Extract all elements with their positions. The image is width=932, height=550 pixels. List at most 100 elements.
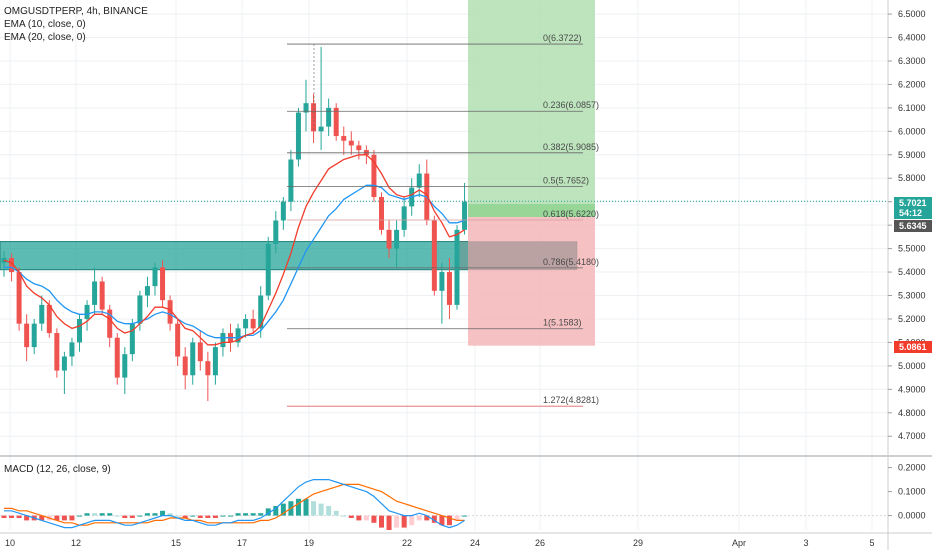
price-tag-level-a: 5.6345 (894, 220, 932, 232)
time-tick-label: 10 (5, 538, 15, 548)
macd-histogram-bar (190, 515, 196, 517)
macd-histogram-bar (333, 510, 339, 516)
candle-body (303, 103, 309, 113)
macd-histogram-bar (167, 513, 173, 516)
candle-body (356, 145, 362, 151)
price-tick-label: 5.4000 (898, 267, 926, 277)
macd-pane (0, 455, 932, 530)
time-tick-label: 17 (237, 538, 247, 548)
candle-body (318, 126, 324, 132)
candle-body (341, 136, 347, 141)
ema20-line (4, 184, 465, 339)
macd-histogram-bar (122, 515, 128, 518)
fib-label: 0.786(5.4180) (543, 257, 599, 267)
macd-histogram-bar (39, 515, 45, 521)
macd-histogram-bar (9, 515, 15, 518)
price-tag-current-value: 5.7021 (899, 198, 927, 208)
price-tick-label: 5.3000 (898, 291, 926, 301)
macd-histogram-bar (409, 515, 415, 526)
profit-zone (468, 0, 595, 218)
candle-body (46, 304, 52, 334)
candle-body (190, 342, 196, 376)
fib-label: 0.5(5.7652) (543, 175, 589, 185)
macd-histogram-bar (258, 513, 264, 516)
candle-body (394, 229, 400, 249)
macd-histogram-bar (341, 515, 347, 517)
macd-histogram-bar (265, 508, 271, 516)
candle-body (416, 173, 422, 188)
price-tick-label: 6.0000 (898, 126, 926, 136)
candle-body (84, 304, 90, 319)
profit-zone-filled (468, 204, 595, 218)
candle-body (39, 304, 45, 324)
macd-histogram-bar (439, 515, 445, 526)
macd-histogram-bar (228, 515, 233, 517)
macd-histogram-bar (212, 515, 218, 518)
macd-histogram-bar (220, 515, 226, 517)
time-tick-label: 3 (803, 538, 808, 548)
candle-body (288, 159, 294, 202)
price-tag-level-a-value: 5.6345 (899, 221, 927, 231)
legend-ema20: EMA (20, close, 0) (4, 32, 86, 43)
price-tick-label: 5.2000 (898, 314, 926, 324)
ema10-line (3, 154, 465, 346)
price-tick-label: 5.9000 (898, 150, 926, 160)
macd-histogram-bar (205, 515, 211, 518)
legend-ema10: EMA (10, close, 0) (4, 19, 86, 30)
macd-histogram-bar (235, 513, 241, 516)
time-tick-label: 12 (71, 538, 81, 548)
candle-body (9, 257, 15, 273)
macd-tick-label: 0.0000 (898, 511, 926, 521)
time-tick-label: 24 (470, 538, 480, 548)
candle-body (333, 107, 339, 137)
macd-tick-label: 0.2000 (898, 463, 926, 473)
macd-histogram-bar (152, 513, 158, 516)
candle-body (295, 112, 301, 160)
macd-histogram-bar (295, 498, 301, 516)
macd-histogram-bar (114, 515, 120, 517)
macd-histogram-bar (243, 513, 249, 516)
macd-histogram-bar (401, 515, 407, 528)
candle-body (16, 272, 22, 324)
time-tick-label: 15 (171, 538, 181, 548)
candle-body (69, 342, 75, 357)
candle-body (243, 318, 249, 329)
candle-body (182, 356, 188, 376)
candle-body (122, 354, 128, 378)
candle-body (348, 140, 354, 146)
zone-overlap (455, 241, 577, 270)
macd-histogram-bar (348, 515, 354, 518)
candle-body (24, 323, 30, 348)
macd-line (4, 479, 465, 529)
price-tick-label: 4.7000 (898, 431, 926, 441)
macd-histogram-bar (371, 515, 377, 523)
candle-body (454, 229, 460, 305)
macd-histogram-bar (175, 515, 181, 517)
macd-histogram-bar (394, 515, 400, 528)
time-tick-label: 22 (402, 538, 412, 548)
macd-histogram-bar (250, 513, 256, 516)
legend-macd: MACD (12, 26, close, 9) (4, 464, 111, 475)
fibonacci-retracement[interactable]: 0(6.3722) 0.236(6.0857) 0.382(5.9085) 0.5(5… (287, 33, 599, 407)
macd-histogram-bar (16, 515, 22, 518)
macd-histogram-bar (144, 513, 150, 516)
candle-body (431, 220, 437, 291)
candle-body (197, 342, 203, 362)
macd-histogram-bar (84, 513, 90, 516)
candle-body (144, 286, 150, 296)
macd-histogram-bar (1, 515, 7, 518)
fib-label: 1.272(4.8281) (543, 395, 599, 405)
candle-body (54, 333, 60, 371)
candle-body (235, 328, 241, 343)
price-tick-label: 4.9000 (898, 384, 926, 394)
loss-zone (468, 217, 595, 346)
overlays (0, 0, 888, 346)
candle-body (273, 220, 279, 244)
candle-body (386, 229, 392, 249)
macd-histogram-bar (446, 515, 452, 526)
macd-histogram-bar (99, 513, 105, 516)
candle-body (462, 201, 468, 230)
macd-histogram-bar (303, 498, 309, 516)
